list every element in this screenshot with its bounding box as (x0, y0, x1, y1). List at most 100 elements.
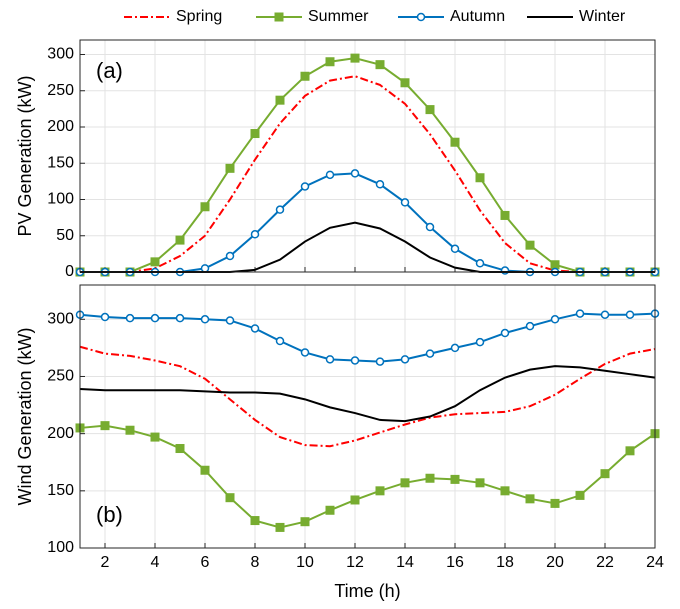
marker (375, 60, 385, 70)
marker (625, 310, 635, 319)
marker (450, 137, 460, 147)
marker (275, 522, 285, 532)
marker (600, 469, 610, 479)
series-line (80, 75, 655, 273)
marker (300, 517, 310, 527)
marker (300, 71, 310, 81)
y-tick-label: 300 (47, 311, 74, 328)
marker (550, 260, 560, 270)
y-tick-label: 0 (65, 263, 74, 280)
y-tick-label: 200 (47, 118, 74, 135)
marker (400, 478, 410, 488)
marker (225, 493, 235, 503)
plot-area (80, 40, 655, 272)
y-axis-label: PV Generation (kW) (15, 75, 35, 236)
x-tick-label: 16 (446, 554, 464, 571)
legend-marker (274, 12, 284, 22)
x-tick-label: 14 (396, 554, 414, 571)
y-tick-label: 50 (56, 227, 74, 244)
annotation: (a) (96, 58, 123, 83)
marker (100, 421, 110, 431)
marker (425, 222, 435, 232)
marker (175, 444, 185, 454)
legend-label: Autumn (450, 8, 505, 25)
y-axis-label: Wind Generation (kW) (15, 327, 35, 505)
marker (275, 336, 285, 346)
marker (125, 313, 135, 323)
marker (450, 474, 460, 484)
marker (375, 357, 385, 366)
marker (575, 309, 585, 318)
marker (575, 490, 585, 500)
legend-label: Winter (579, 8, 626, 25)
marker (475, 173, 485, 183)
series-line (79, 365, 656, 423)
marker (425, 349, 435, 358)
marker (200, 264, 210, 273)
y-tick-label: 150 (47, 482, 74, 499)
y-tick-label: 200 (47, 425, 74, 442)
marker (200, 465, 210, 475)
marker (250, 230, 260, 239)
marker (325, 355, 335, 364)
x-tick-label: 22 (596, 554, 614, 571)
x-tick-label: 12 (346, 554, 364, 571)
marker (150, 257, 160, 267)
y-tick-label: 100 (47, 539, 74, 556)
marker (300, 182, 310, 191)
series-line (79, 345, 656, 448)
x-tick-label: 4 (151, 554, 160, 571)
x-tick-label: 20 (546, 554, 564, 571)
marker (350, 169, 360, 178)
marker (325, 170, 335, 180)
marker (250, 516, 260, 526)
marker (275, 205, 285, 214)
marker (400, 78, 410, 88)
x-tick-label: 10 (296, 554, 314, 571)
marker (625, 446, 635, 456)
axes-frame (79, 39, 656, 273)
marker (350, 356, 360, 365)
marker (150, 313, 160, 323)
marker (550, 315, 560, 324)
marker (175, 313, 185, 323)
x-tick-label: 6 (201, 554, 210, 571)
x-axis-label: Time (h) (334, 581, 400, 601)
axes-frame (79, 284, 656, 549)
x-tick-label: 18 (496, 554, 514, 571)
marker (350, 495, 360, 505)
marker (375, 486, 385, 496)
marker (225, 251, 235, 261)
x-tick-label: 24 (646, 554, 664, 571)
marker (500, 210, 510, 220)
marker (400, 355, 410, 364)
marker (225, 316, 235, 325)
y-tick-label: 300 (47, 46, 74, 63)
marker (325, 57, 335, 67)
marker (525, 240, 535, 250)
annotation: (b) (96, 502, 123, 527)
marker (375, 180, 385, 189)
marker (125, 425, 135, 435)
marker (450, 343, 460, 353)
marker (275, 95, 285, 105)
y-tick-label: 100 (47, 191, 74, 208)
marker (475, 259, 485, 268)
y-tick-label: 250 (47, 368, 74, 385)
marker (350, 53, 360, 63)
marker (175, 235, 185, 245)
marker (450, 244, 460, 254)
marker (300, 348, 310, 357)
marker (525, 494, 535, 504)
marker (100, 312, 110, 322)
marker (550, 498, 560, 508)
marker (525, 321, 535, 331)
marker (500, 328, 510, 338)
marker (400, 198, 410, 207)
marker (475, 337, 485, 347)
marker (500, 486, 510, 496)
marker (225, 163, 235, 173)
legend-label: Summer (308, 8, 369, 25)
y-tick-label: 150 (47, 154, 74, 171)
